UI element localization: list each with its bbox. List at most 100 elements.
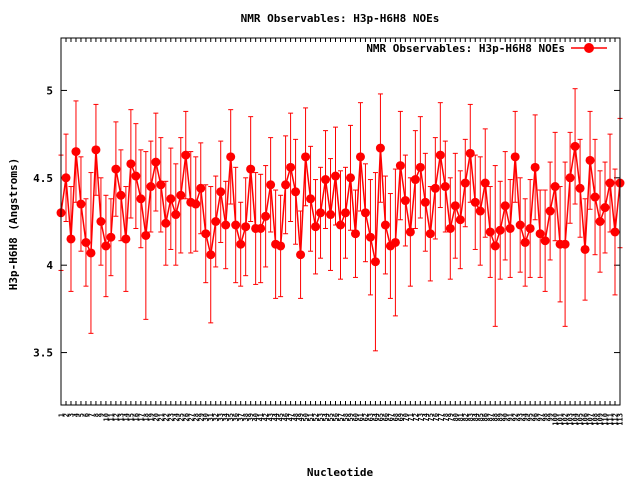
data-point	[430, 183, 440, 193]
x-tick-label: 31	[207, 413, 215, 421]
x-tick-label: 12	[112, 413, 120, 421]
data-point	[66, 234, 76, 244]
data-point	[161, 218, 171, 228]
data-point	[480, 178, 490, 188]
x-tick-label: 59	[347, 413, 355, 421]
data-point	[530, 162, 540, 172]
x-tick-label: 88	[492, 413, 500, 421]
x-tick-label: 72	[412, 413, 420, 421]
legend: NMR Observables: H3p-H6H8 NOEs	[366, 42, 607, 55]
data-point	[196, 183, 206, 193]
x-tick-label: 52	[312, 413, 320, 421]
x-tick-label: 7	[87, 413, 95, 417]
x-tick-label: 97	[537, 413, 545, 421]
data-point	[241, 222, 251, 232]
data-point	[76, 199, 86, 209]
x-tick-label: 56	[332, 413, 340, 421]
x-tick-label: 81	[457, 413, 465, 421]
x-tick-label: 107	[587, 413, 595, 426]
data-point	[560, 239, 570, 249]
x-tick-label: 17	[137, 413, 145, 421]
data-point	[575, 183, 585, 193]
x-tick-label: 68	[392, 413, 400, 421]
x-tick-label: 89	[497, 413, 505, 421]
x-tick-label: 11	[107, 413, 115, 421]
x-tick-label: 74	[422, 413, 430, 421]
data-point	[490, 241, 500, 251]
x-tick-label: 51	[307, 413, 315, 421]
x-tick-label: 45	[277, 413, 285, 421]
data-point	[71, 147, 81, 157]
x-tick-label: 53	[317, 413, 325, 421]
data-point	[116, 190, 126, 200]
x-tick-label: 86	[482, 413, 490, 421]
data-point	[445, 223, 455, 233]
x-tick-label: 106	[582, 413, 590, 426]
x-tick-label: 44	[272, 413, 280, 421]
data-point	[151, 157, 161, 167]
y-tick-label: 4.5	[33, 172, 53, 185]
x-tick-label: 85	[477, 413, 485, 421]
data-point	[370, 257, 380, 267]
data-point	[350, 229, 360, 239]
x-tick-label: 48	[292, 413, 300, 421]
x-tick-label: 83	[467, 413, 475, 421]
x-tick-label: 15	[127, 413, 135, 421]
data-point	[580, 244, 590, 254]
x-tick-label: 4	[72, 413, 80, 417]
x-tick-label: 110	[602, 413, 610, 426]
data-point	[141, 230, 151, 240]
data-point	[465, 148, 475, 158]
x-tick-label: 99	[547, 413, 555, 421]
x-tick-label: 93	[517, 413, 525, 421]
data-point	[201, 229, 211, 239]
data-point	[216, 187, 226, 197]
data-point	[146, 182, 156, 192]
data-point	[400, 196, 410, 206]
x-axis-label: Nucleotide	[307, 466, 374, 479]
x-tick-label: 50	[302, 413, 310, 421]
data-point	[605, 178, 615, 188]
x-tick-label: 69	[397, 413, 405, 421]
data-point	[296, 250, 306, 260]
data-point	[420, 197, 430, 207]
x-tick-label: 61	[357, 413, 365, 421]
data-point	[375, 143, 385, 153]
y-tick-label: 3.5	[33, 347, 53, 360]
data-point	[211, 217, 221, 226]
x-tick-label: 87	[487, 413, 495, 421]
data-point	[525, 223, 535, 233]
data-point	[355, 152, 365, 162]
x-tick-label: 82	[462, 413, 470, 421]
data-point	[495, 225, 505, 235]
x-tick-label: 25	[177, 413, 185, 421]
x-tick-label: 77	[437, 413, 445, 421]
data-point	[291, 187, 301, 197]
x-tick-label: 5	[77, 413, 85, 417]
data-point	[336, 220, 345, 230]
data-point	[101, 241, 111, 251]
data-point	[500, 201, 510, 211]
data-point	[360, 208, 370, 218]
data-point	[86, 248, 96, 258]
x-tick-label: 39	[247, 413, 255, 421]
data-point	[545, 206, 555, 216]
data-point	[96, 217, 106, 226]
data-point	[226, 152, 236, 162]
x-tick-label: 37	[237, 413, 245, 421]
data-point	[440, 182, 450, 192]
data-point	[425, 229, 435, 239]
data-point	[171, 210, 181, 220]
data-point	[61, 173, 71, 183]
data-point	[405, 227, 415, 237]
data-point	[176, 190, 186, 200]
data-point	[595, 217, 605, 226]
x-tick-label: 33	[217, 413, 225, 421]
x-tick-label: 100	[552, 413, 560, 426]
x-tick-label: 8	[92, 413, 100, 417]
legend-marker-icon	[584, 43, 594, 53]
x-tick-label: 101	[557, 413, 565, 426]
data-point	[316, 208, 326, 218]
plot-frame	[60, 37, 621, 406]
